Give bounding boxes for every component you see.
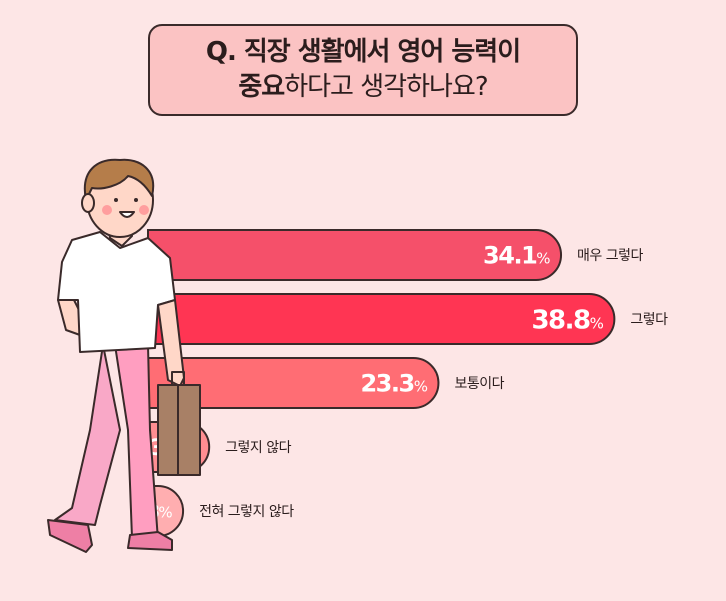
category-label-2: 그렇다 — [630, 312, 668, 328]
title-box: Q. 직장 생활에서 영어 능력이 중요하다고 생각하나요? — [148, 24, 578, 116]
title-line-1: Q. 직장 생활에서 영어 능력이 — [205, 36, 521, 67]
person-illustration — [47, 158, 201, 553]
bar-1 — [147, 229, 562, 281]
bar-value-label-2: 38.8% — [531, 305, 603, 335]
category-label-3: 보통이다 — [454, 376, 504, 392]
bar-2 — [147, 293, 616, 345]
title-line-2-rest: 하다고 생각하나요? — [284, 72, 488, 102]
title-bold-word: 중요 — [238, 72, 285, 102]
title-line-2: 중요하다고 생각하나요? — [238, 70, 488, 105]
bar-value-label-1: 34.1% — [483, 242, 550, 270]
bar-value-label-3: 23.3% — [360, 370, 427, 398]
category-label-1: 매우 그렇다 — [577, 248, 643, 264]
category-label-5: 전혀 그렇지 않다 — [199, 504, 294, 520]
category-label-4: 그렇지 않다 — [225, 440, 291, 456]
bar-3 — [147, 357, 440, 409]
